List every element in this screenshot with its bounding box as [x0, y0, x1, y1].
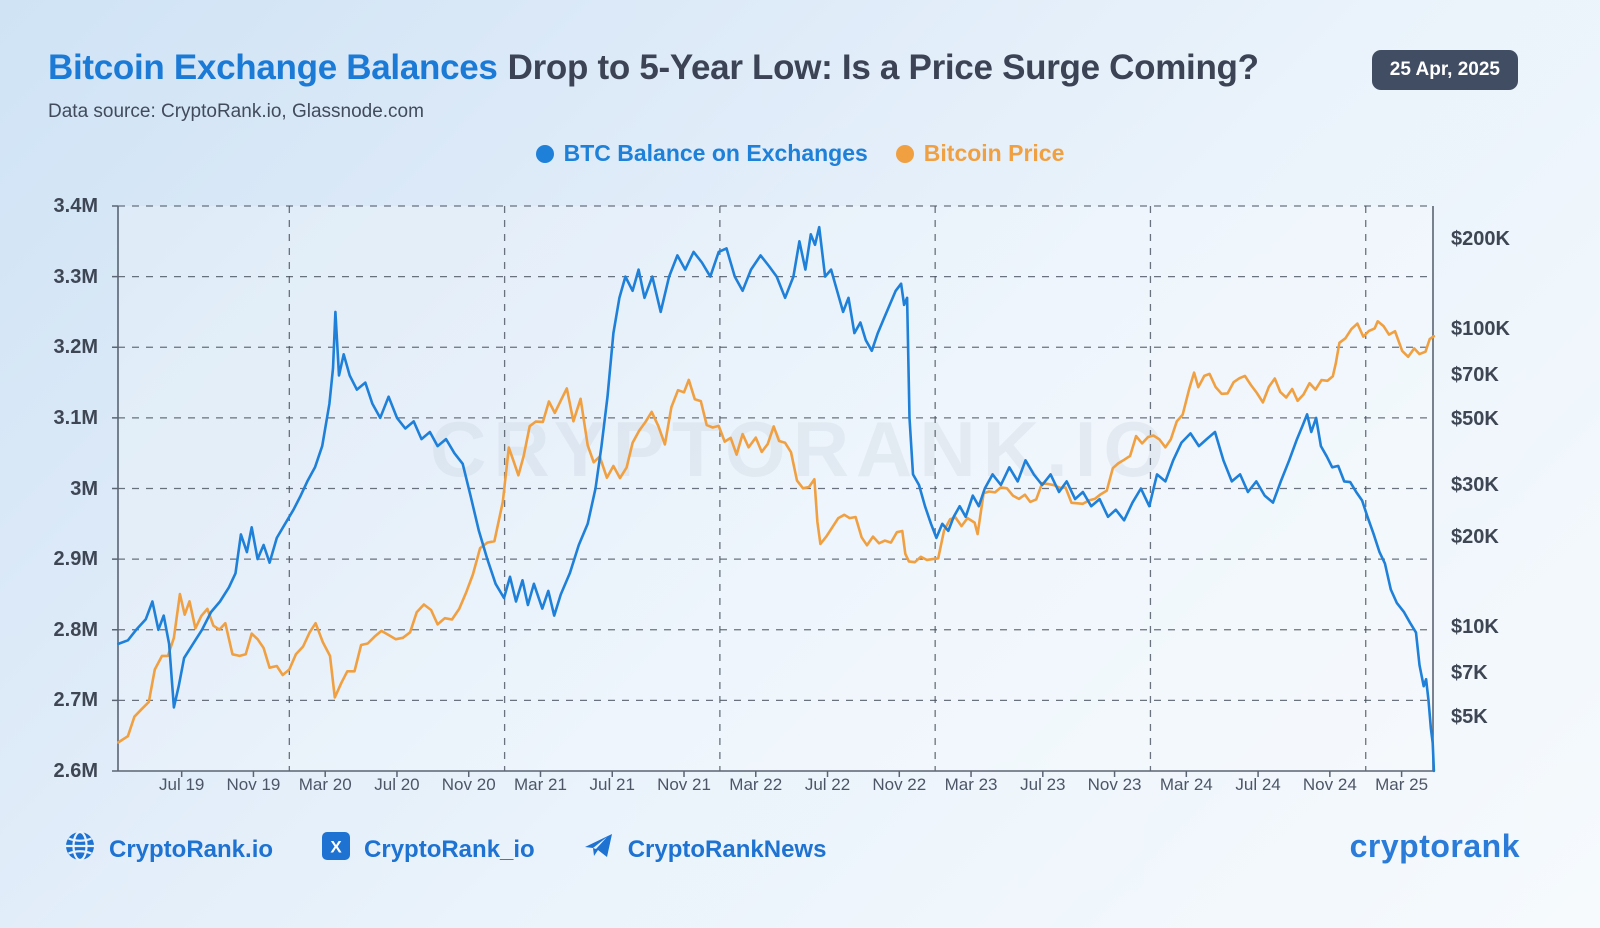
data-source-label: Data source: CryptoRank.io, Glassnode.co…: [48, 101, 424, 122]
twitter-link-label: CryptoRank_io: [364, 835, 535, 863]
y-axis-left-label: 3.1M: [53, 406, 98, 429]
x-axis-label: Nov 19: [226, 775, 281, 794]
legend: BTC Balance on Exchanges Bitcoin Price: [0, 140, 1600, 167]
page-title: Bitcoin Exchange Balances Drop to 5-Year …: [48, 48, 1259, 88]
series-line-balance: [117, 225, 1436, 773]
y-axis-left-label: 3.3M: [53, 265, 98, 288]
legend-item-price: Bitcoin Price: [895, 140, 1065, 167]
y-axis-left-label: 2.6M: [53, 760, 98, 782]
y-axis-right-label: $7K: [1451, 662, 1488, 685]
y-axis-right-label: $10K: [1451, 616, 1499, 638]
y-axis-right-label: $70K: [1451, 364, 1499, 387]
x-axis-label: Mar 20: [298, 775, 352, 794]
y-axis-right-label: $100K: [1451, 318, 1510, 340]
y-axis-right-label: $200K: [1451, 228, 1510, 251]
telegram-link[interactable]: CryptoRankNews: [583, 830, 827, 869]
telegram-link-label: CryptoRankNews: [627, 835, 827, 863]
x-axis-label: Nov 22: [872, 775, 927, 794]
cryptorank-logo: cryptorank: [1349, 828, 1520, 864]
y-axis-right-label: $5K: [1451, 705, 1488, 728]
x-axis-label: Mar 21: [514, 775, 567, 794]
page-title-rest: Drop to 5-Year Low: Is a Price Surge Com…: [507, 48, 1259, 87]
x-axis-label: Jul 19: [158, 775, 205, 794]
legend-label-balance: BTC Balance on Exchanges: [563, 140, 868, 166]
y-axis-left-label: 3.2M: [53, 336, 98, 359]
website-link[interactable]: CryptoRank.io: [64, 830, 273, 869]
globe-icon: [64, 830, 96, 869]
x-axis-label: Nov 23: [1087, 775, 1142, 794]
y-axis-left-label: 2.9M: [53, 548, 98, 571]
website-link-label: CryptoRank.io: [109, 835, 274, 863]
x-axis-label: Jul 24: [1235, 775, 1281, 794]
x-axis-label: Mar 24: [1159, 775, 1213, 794]
x-axis-label: Jul 20: [374, 775, 420, 794]
y-axis-right-label: $20K: [1451, 526, 1499, 549]
x-axis-label: Jul 21: [589, 775, 635, 794]
y-axis-left-label: 3.4M: [53, 195, 98, 217]
telegram-icon: [583, 830, 615, 869]
y-axis-left-label: 2.8M: [53, 618, 98, 641]
legend-item-balance: BTC Balance on Exchanges: [535, 140, 868, 167]
x-axis-label: Nov 24: [1302, 775, 1357, 794]
x-twitter-icon: X: [321, 831, 351, 868]
x-axis-label: Jul 23: [1020, 775, 1066, 794]
y-axis-right-label: $30K: [1451, 473, 1499, 496]
twitter-link[interactable]: X CryptoRank_io: [321, 831, 535, 868]
x-axis-label: Mar 25: [1375, 775, 1429, 794]
x-axis-label: Mar 22: [729, 775, 783, 794]
x-axis-label: Mar 23: [944, 775, 998, 794]
date-badge: 25 Apr, 2025: [1371, 50, 1518, 90]
series-line-price: [117, 319, 1436, 744]
y-axis-left-label: 3M: [70, 477, 98, 500]
balance-legend-dot-icon: [535, 144, 554, 163]
legend-label-price: Bitcoin Price: [923, 140, 1065, 166]
y-axis-left-label: 2.7M: [53, 689, 98, 712]
svg-text:X: X: [330, 838, 342, 857]
y-axis-right-label: $50K: [1451, 407, 1499, 430]
footer-links: CryptoRank.io X CryptoRank_io CryptoRank…: [64, 830, 826, 869]
price-legend-dot-icon: [895, 144, 914, 163]
x-axis-label: Jul 22: [804, 775, 851, 794]
x-axis-label: Nov 21: [657, 775, 711, 794]
page-title-highlight: Bitcoin Exchange Balances: [48, 48, 498, 87]
x-axis-label: Nov 20: [441, 775, 496, 794]
